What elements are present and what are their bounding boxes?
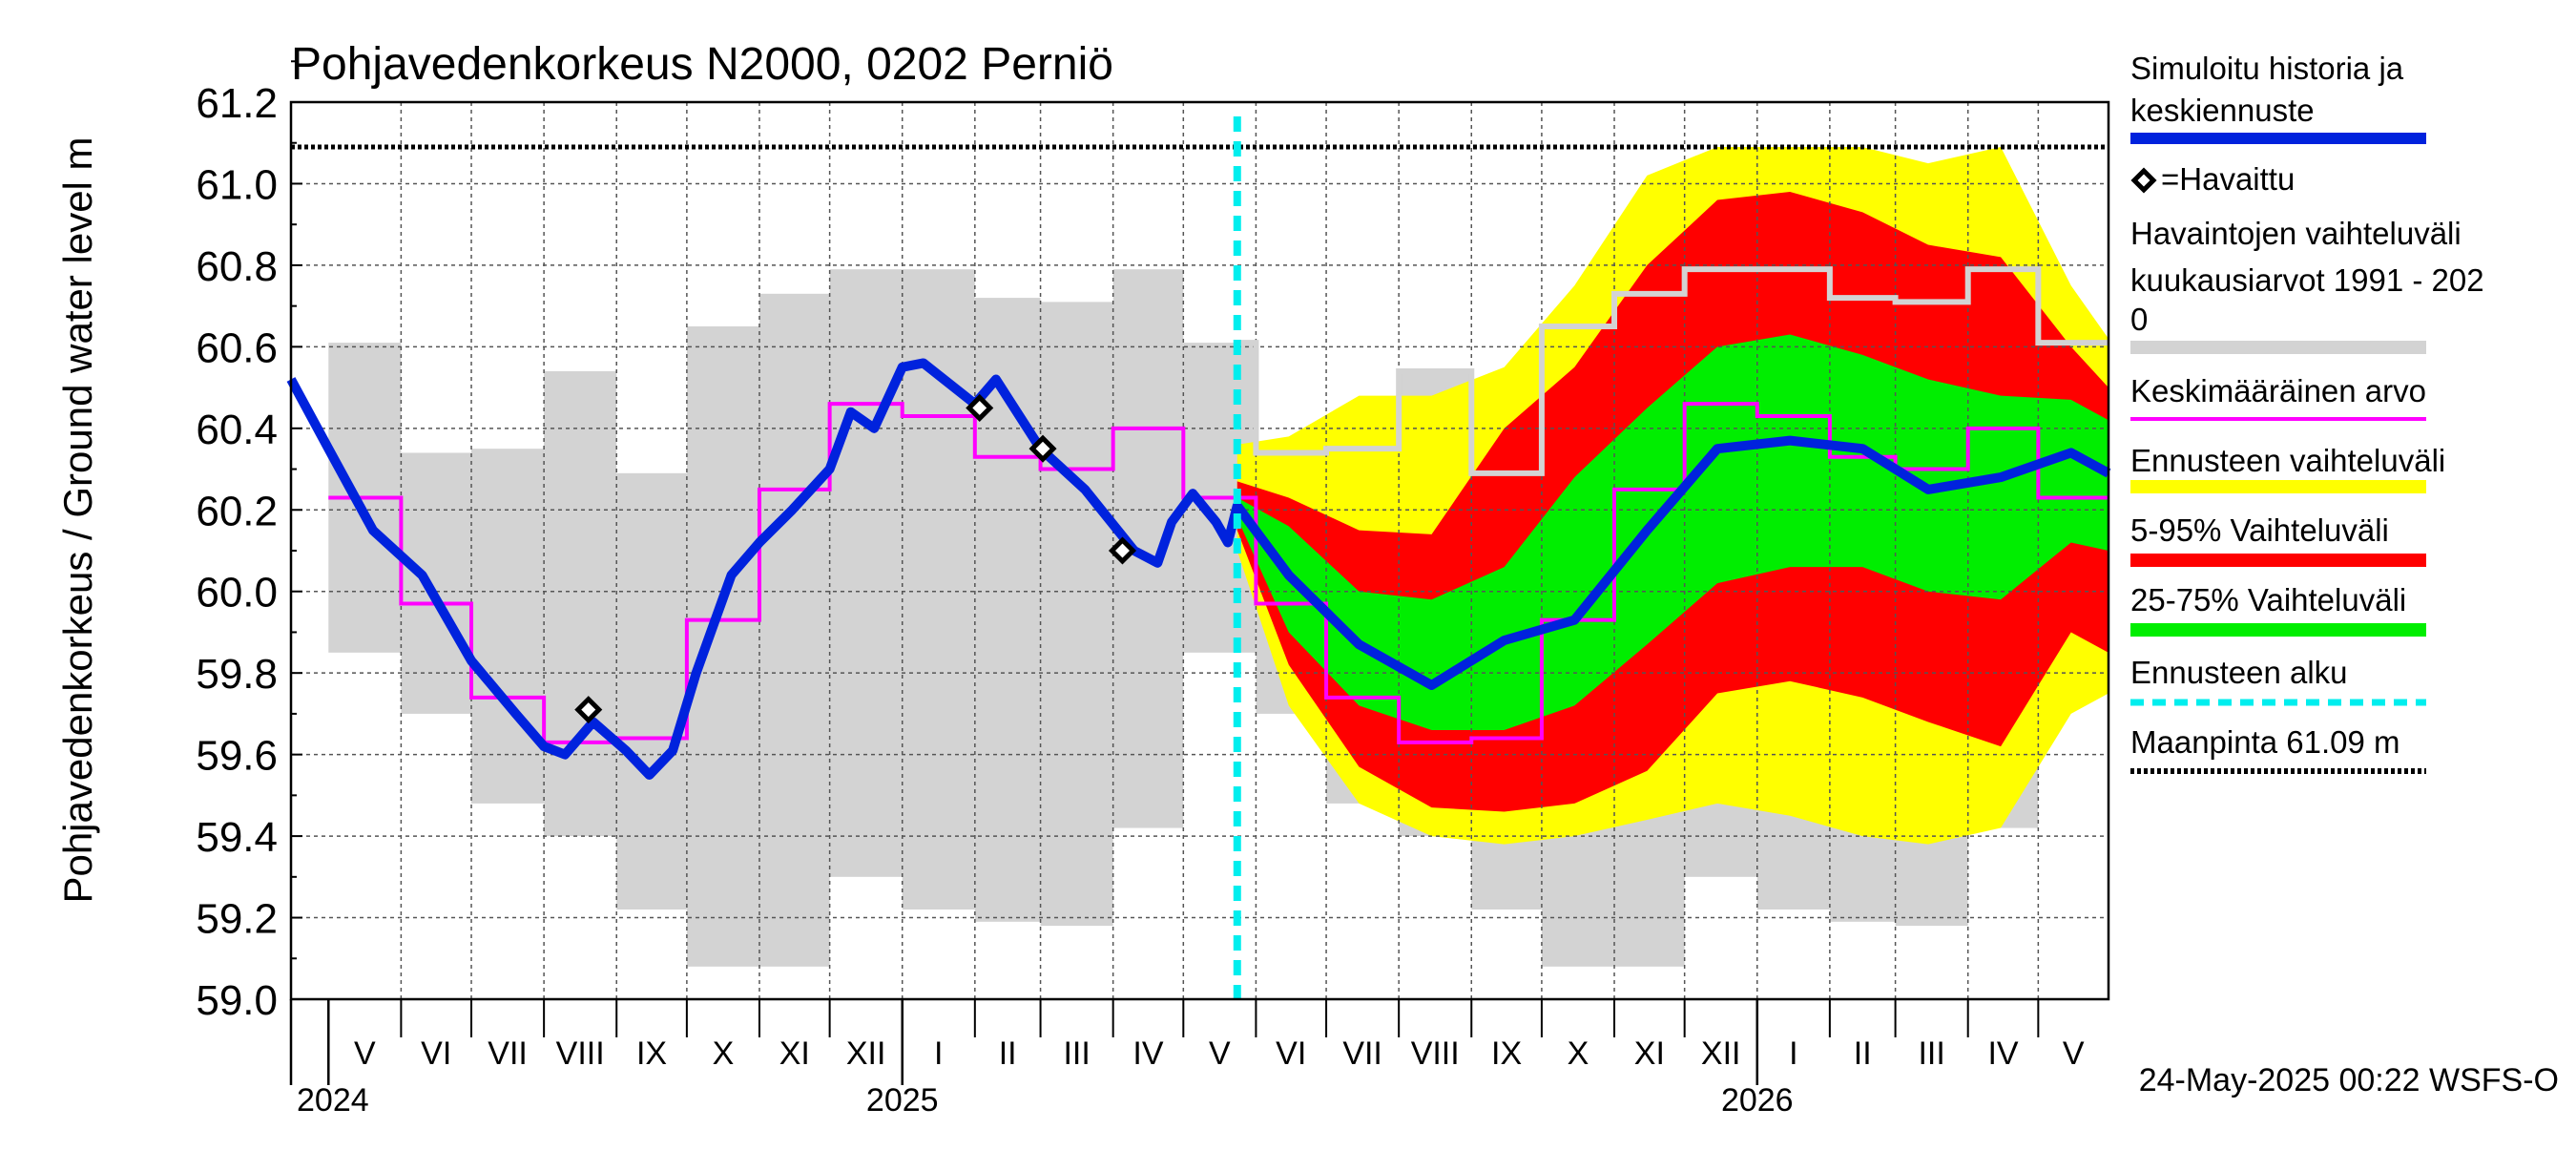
month-label: VII	[1342, 1035, 1382, 1072]
y-tick-label: 60.6	[196, 324, 278, 371]
month-label: XI	[779, 1035, 810, 1072]
month-label: VII	[488, 1035, 528, 1072]
legend-label-observed-range: 0	[2130, 302, 2148, 337]
chart-title: Pohjavedenkorkeus N2000, 0202 Perniö	[291, 39, 1113, 90]
y-tick-label: 59.2	[196, 896, 278, 943]
legend-label-range-25-75: 25-75% Vaihteluväli	[2130, 582, 2406, 617]
month-label: III	[1063, 1035, 1090, 1072]
legend-label-simulated: Simuloitu historia ja	[2130, 51, 2404, 86]
month-label: X	[713, 1035, 735, 1072]
observed-point	[1108, 536, 1137, 565]
observed-range-band	[471, 449, 545, 804]
month-label: II	[1854, 1035, 1872, 1072]
legend-label-forecast-start: Ennusteen alku	[2130, 655, 2348, 690]
y-axis-label: Pohjavedenkorkeus / Ground water level m	[55, 136, 100, 903]
legend-label-ground: Maanpinta 61.09 m	[2130, 724, 2400, 760]
observed-point	[574, 696, 603, 724]
plot-frame	[289, 100, 2110, 1001]
y-tick-label: 61.0	[196, 161, 278, 208]
legend-swatch-observed	[2130, 167, 2157, 194]
legend-label-simulated: keskiennuste	[2130, 93, 2315, 128]
observed-range-band	[616, 472, 687, 910]
y-tick-label: 60.2	[196, 488, 278, 534]
legend-label-observed: =Havaittu	[2161, 161, 2295, 197]
month-label: V	[2063, 1035, 2085, 1072]
observed-max-line	[1236, 266, 2109, 476]
timestamp: 24-May-2025 00:22 WSFS-O	[2139, 1062, 2559, 1098]
range-25-75-band	[1236, 334, 2109, 730]
observed-range-band	[829, 269, 903, 877]
month-label: VIII	[556, 1035, 605, 1072]
observed-range-band	[401, 452, 472, 714]
observed-range-band	[1040, 302, 1113, 927]
observed-range-band	[544, 371, 617, 837]
legend-label-observed-range: kuukausiarvot 1991 - 202	[2130, 262, 2484, 298]
observed-point	[1028, 434, 1057, 463]
y-tick-label: 59.4	[196, 814, 278, 861]
y-tick-label: 61.2	[196, 80, 278, 127]
month-label: IX	[636, 1035, 667, 1072]
legend-label-forecast-range: Ennusteen vaihteluväli	[2130, 443, 2445, 478]
year-label: 2026	[1721, 1082, 1794, 1119]
month-label: I	[934, 1035, 943, 1072]
y-tick-label: 59.6	[196, 733, 278, 780]
month-label: II	[999, 1035, 1017, 1072]
simulated-line	[286, 358, 2111, 780]
month-label: XII	[1701, 1035, 1741, 1072]
y-tick-label: 60.0	[196, 570, 278, 617]
legend-label-mean: Keskimääräinen arvo	[2130, 373, 2426, 408]
band-layer	[328, 147, 2109, 967]
month-label: VI	[1276, 1035, 1306, 1072]
month-label: XI	[1634, 1035, 1665, 1072]
series-layer	[286, 116, 2111, 999]
year-label: 2024	[297, 1082, 369, 1119]
month-label: IV	[1132, 1035, 1163, 1072]
month-label: IX	[1491, 1035, 1522, 1072]
legend: Simuloitu historia ja keskiennuste =Havait…	[2130, 51, 2484, 774]
legend-label-observed-range: Havaintojen vaihteluväli	[2130, 216, 2462, 251]
month-label: V	[1209, 1035, 1231, 1072]
axes-layer: 59.0 59.2 59.4 59.6 59.8 60.0 60.2 60.4 60.6 60.8…	[196, 80, 2110, 1119]
month-label: VIII	[1411, 1035, 1460, 1072]
y-tick-label: 60.4	[196, 407, 278, 453]
mean-line	[328, 402, 2109, 744]
month-label: VI	[421, 1035, 451, 1072]
observed-point	[966, 393, 994, 422]
month-label: V	[354, 1035, 376, 1072]
observed-range-band	[758, 293, 830, 967]
month-label: X	[1568, 1035, 1589, 1072]
year-label: 2025	[866, 1082, 939, 1119]
legend-label-range-5-95: 5-95% Vaihteluväli	[2130, 512, 2389, 548]
observed-range-band	[686, 326, 759, 967]
y-tick-label: 59.0	[196, 977, 278, 1024]
y-tick-label: 60.8	[196, 243, 278, 290]
y-tick-label: 59.8	[196, 651, 278, 698]
month-label: XII	[846, 1035, 886, 1072]
month-label: III	[1918, 1035, 1944, 1072]
month-label: I	[1789, 1035, 1797, 1072]
month-label: IV	[1987, 1035, 2018, 1072]
